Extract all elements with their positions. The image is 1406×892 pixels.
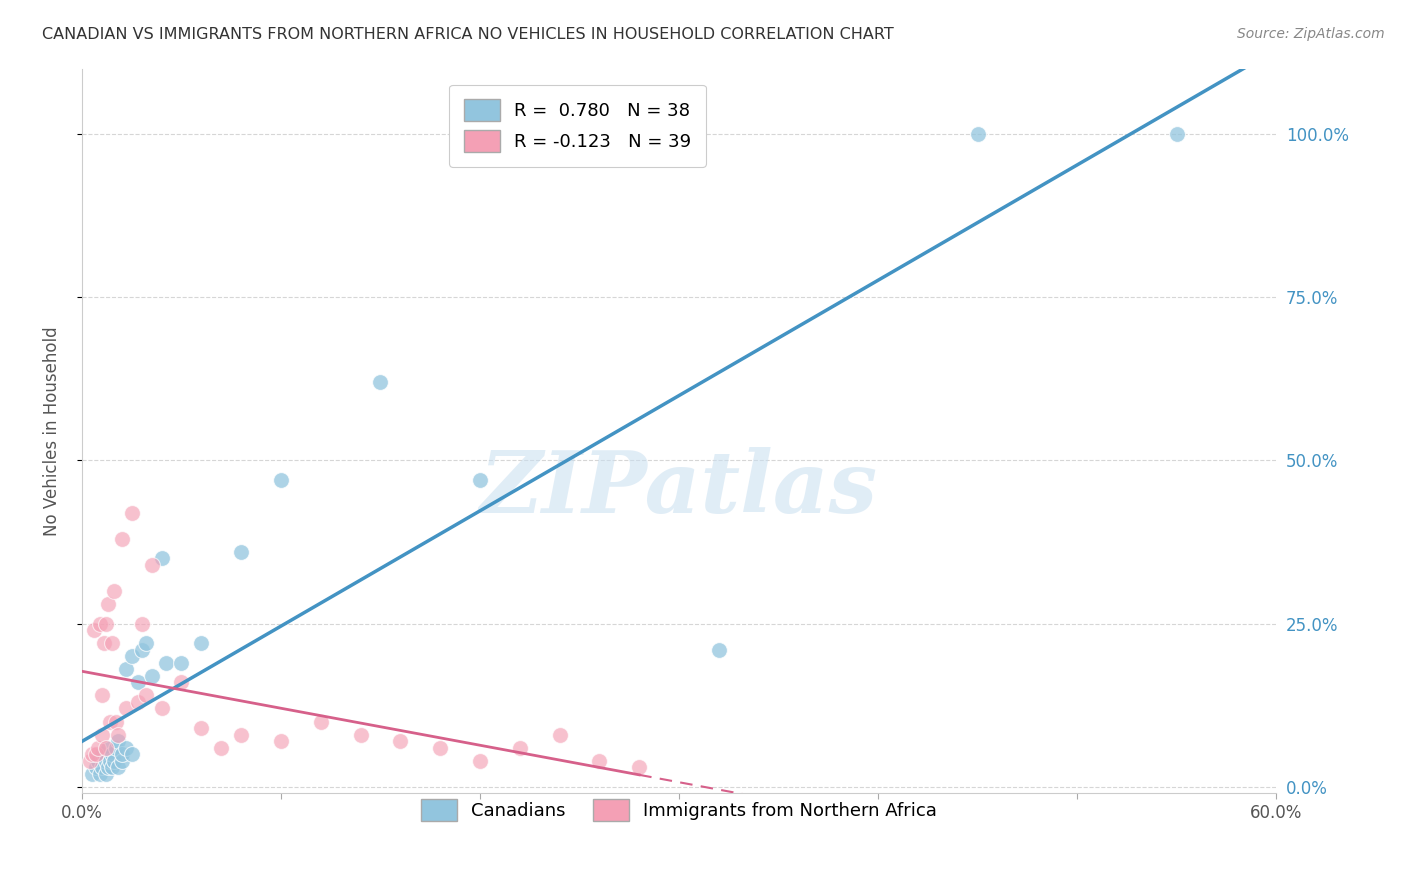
Point xyxy=(190,721,212,735)
Point xyxy=(107,728,129,742)
Point xyxy=(966,127,988,141)
Point xyxy=(141,669,163,683)
Point xyxy=(309,714,332,729)
Point xyxy=(114,740,136,755)
Point xyxy=(468,473,491,487)
Point xyxy=(94,616,117,631)
Point xyxy=(104,740,127,755)
Legend: Canadians, Immigrants from Northern Africa: Canadians, Immigrants from Northern Afri… xyxy=(406,784,952,835)
Point xyxy=(90,689,112,703)
Point xyxy=(80,747,103,761)
Point xyxy=(107,760,129,774)
Point xyxy=(1166,127,1188,141)
Point xyxy=(90,728,112,742)
Point xyxy=(84,760,107,774)
Point xyxy=(370,375,392,389)
Point xyxy=(429,740,451,755)
Point xyxy=(111,747,134,761)
Point xyxy=(101,636,124,650)
Point xyxy=(111,754,134,768)
Point xyxy=(127,675,149,690)
Point xyxy=(93,636,115,650)
Point xyxy=(135,636,157,650)
Point xyxy=(87,754,110,768)
Point xyxy=(114,662,136,676)
Point xyxy=(231,545,253,559)
Point xyxy=(231,728,253,742)
Point xyxy=(90,760,112,774)
Point xyxy=(170,656,193,670)
Point xyxy=(79,754,101,768)
Point xyxy=(155,656,177,670)
Point xyxy=(131,616,153,631)
Point xyxy=(94,754,117,768)
Point xyxy=(389,734,412,748)
Point xyxy=(131,642,153,657)
Point xyxy=(97,740,120,755)
Point xyxy=(89,616,111,631)
Point xyxy=(80,766,103,780)
Point xyxy=(588,754,610,768)
Y-axis label: No Vehicles in Household: No Vehicles in Household xyxy=(44,326,60,536)
Point xyxy=(121,506,143,520)
Point xyxy=(97,597,120,611)
Text: Source: ZipAtlas.com: Source: ZipAtlas.com xyxy=(1237,27,1385,41)
Point xyxy=(548,728,571,742)
Point xyxy=(94,766,117,780)
Point xyxy=(89,766,111,780)
Point xyxy=(94,740,117,755)
Point xyxy=(111,532,134,546)
Point xyxy=(101,747,124,761)
Point xyxy=(628,760,651,774)
Point xyxy=(150,701,173,715)
Point xyxy=(121,649,143,664)
Point xyxy=(107,734,129,748)
Point xyxy=(270,473,292,487)
Point xyxy=(468,754,491,768)
Point xyxy=(97,760,120,774)
Point xyxy=(114,701,136,715)
Point xyxy=(150,551,173,566)
Point xyxy=(170,675,193,690)
Point xyxy=(103,583,125,598)
Text: CANADIAN VS IMMIGRANTS FROM NORTHERN AFRICA NO VEHICLES IN HOUSEHOLD CORRELATION: CANADIAN VS IMMIGRANTS FROM NORTHERN AFR… xyxy=(42,27,894,42)
Point xyxy=(103,754,125,768)
Point xyxy=(90,747,112,761)
Point xyxy=(135,689,157,703)
Point xyxy=(127,695,149,709)
Point xyxy=(121,747,143,761)
Text: ZIPatlas: ZIPatlas xyxy=(479,447,879,531)
Point xyxy=(209,740,232,755)
Point xyxy=(98,714,121,729)
Point xyxy=(707,642,730,657)
Point xyxy=(190,636,212,650)
Point xyxy=(83,623,105,637)
Point xyxy=(349,728,371,742)
Point xyxy=(87,740,110,755)
Point xyxy=(84,747,107,761)
Point xyxy=(141,558,163,572)
Point xyxy=(98,754,121,768)
Point xyxy=(104,714,127,729)
Point xyxy=(270,734,292,748)
Point xyxy=(509,740,531,755)
Point xyxy=(101,760,124,774)
